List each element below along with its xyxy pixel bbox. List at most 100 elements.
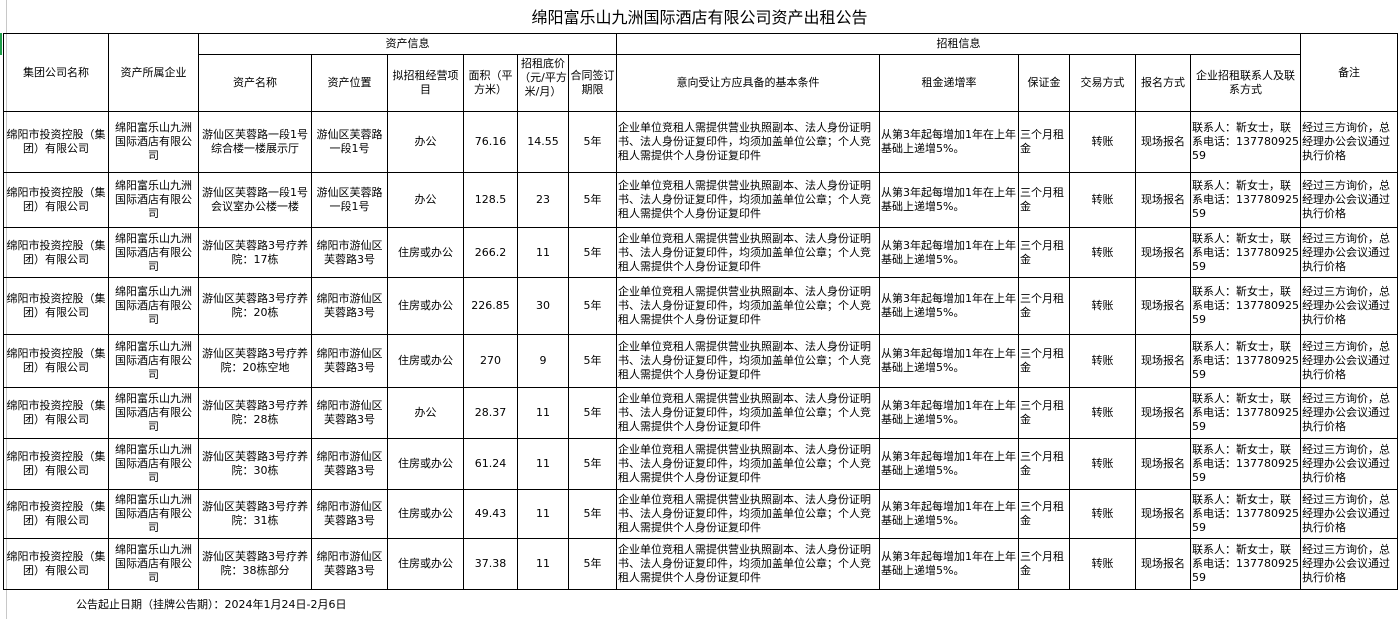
cell-trade: 转账 [1069,538,1137,590]
header-area: 面积（平方米） [463,54,518,112]
cell-trade: 转账 [1069,172,1137,228]
cell-term: 5年 [567,227,618,278]
cell-business: 住房或办公 [387,489,464,539]
cell-name: 游仙区芙蓉路3号疗养院：38栋部分 [198,538,312,590]
cell-deposit: 三个月租金 [1018,227,1071,278]
cell-signup: 现场报名 [1135,227,1192,278]
cell-name: 游仙区芙蓉路3号疗养院：17栋 [198,227,312,278]
cell-owner: 绵阳富乐山九洲国际酒店有限公司 [108,387,199,439]
cell-business: 住房或办公 [387,438,464,490]
cell-group: 绵阳市投资控股（集团）有限公司 [3,538,109,590]
cell-remark: 经过三方询价，总经理办公会议通过执行价格 [1300,387,1399,439]
cell-location: 绵阳市游仙区芙蓉路3号 [311,489,388,539]
cell-deposit: 三个月租金 [1018,438,1071,490]
cell-business: 住房或办公 [387,538,464,590]
cell-owner: 绵阳富乐山九洲国际酒店有限公司 [108,172,199,228]
cell-trade: 转账 [1069,438,1137,490]
cell-increase: 从第3年起每增加1年在上年基础上递增5%。 [879,111,1020,173]
cell-contact: 联系人：靳女士，联系电话：13778092559 [1190,227,1302,278]
cell-contact: 联系人：靳女士，联系电话：13778092559 [1190,489,1302,539]
cell-group: 绵阳市投资控股（集团）有限公司 [3,334,109,388]
cell-area: 266.2 [463,227,518,278]
cell-owner: 绵阳富乐山九洲国际酒店有限公司 [108,438,199,490]
cell-location: 游仙区芙蓉路一段1号 [311,111,388,173]
cell-term: 5年 [567,538,618,590]
cell-name: 游仙区芙蓉路一段1号会议室办公楼一楼 [198,172,312,228]
page-title: 绵阳富乐山九洲国际酒店有限公司资产出租公告 [531,8,868,27]
cell-price: 11 [517,489,569,539]
cell-trade: 转账 [1069,489,1137,539]
header-asset-info: 资产信息 [197,33,618,55]
cell-term: 5年 [567,111,618,173]
cell-conditions: 企业单位竞租人需提供营业执照副本、法人身份证明书、法人身份证复印件，均须加盖单位… [616,111,881,173]
cell-name: 游仙区芙蓉路一段1号综合楼一楼展示厅 [198,111,312,173]
cell-location: 绵阳市游仙区芙蓉路3号 [311,227,388,278]
table-row: 绵阳市投资控股（集团）有限公司 绵阳富乐山九洲国际酒店有限公司 游仙区芙蓉路一段1号… [3,111,1399,173]
cell-business: 办公 [387,172,464,228]
table-row: 绵阳市投资控股（集团）有限公司 绵阳富乐山九洲国际酒店有限公司 游仙区芙蓉路3号疗养… [3,538,1399,590]
cell-price: 11 [517,538,569,590]
cell-deposit: 三个月租金 [1018,538,1071,590]
cell-conditions: 企业单位竞租人需提供营业执照副本、法人身份证明书、法人身份证复印件，均须加盖单位… [616,538,881,590]
cell-area: 270 [463,334,518,388]
table-row: 绵阳市投资控股（集团）有限公司 绵阳富乐山九洲国际酒店有限公司 游仙区芙蓉路3号疗养… [3,277,1399,335]
cell-business: 住房或办公 [387,334,464,388]
cell-deposit: 三个月租金 [1018,277,1071,335]
cell-term: 5年 [567,387,618,439]
header-business: 拟招租经营项目 [387,54,464,112]
cell-area: 37.38 [463,538,518,590]
header-signup: 报名方式 [1135,54,1192,112]
cell-contact: 联系人：靳女士，联系电话：13778092559 [1190,438,1302,490]
cell-business: 办公 [387,387,464,439]
cell-deposit: 三个月租金 [1018,111,1071,173]
table-row: 绵阳市投资控股（集团）有限公司 绵阳富乐山九洲国际酒店有限公司 游仙区芙蓉路3号疗养… [3,227,1399,278]
cell-deposit: 三个月租金 [1018,172,1071,228]
cell-increase: 从第3年起每增加1年在上年基础上递增5%。 [879,489,1020,539]
cell-increase: 从第3年起每增加1年在上年基础上递增5%。 [879,438,1020,490]
cell-contact: 联系人：靳女士，联系电话：13778092559 [1190,277,1302,335]
cell-area: 49.43 [463,489,518,539]
cell-remark: 经过三方询价，总经理办公会议通过执行价格 [1300,172,1399,228]
cell-trade: 转账 [1069,277,1137,335]
header-base-price: 招租底价（元/平方米/月） [517,54,569,112]
cell-location: 绵阳市游仙区芙蓉路3号 [311,334,388,388]
cell-area: 226.85 [463,277,518,335]
header-remark: 备注 [1300,33,1399,112]
cell-price: 11 [517,227,569,278]
cell-name: 游仙区芙蓉路3号疗养院：20栋 [198,277,312,335]
cell-price: 11 [517,438,569,490]
cell-business: 住房或办公 [387,277,464,335]
cell-signup: 现场报名 [1135,387,1192,439]
header-deposit: 保证金 [1018,54,1071,112]
cell-area: 76.16 [463,111,518,173]
cell-increase: 从第3年起每增加1年在上年基础上递增5%。 [879,172,1020,228]
cell-increase: 从第3年起每增加1年在上年基础上递增5%。 [879,387,1020,439]
header-trade: 交易方式 [1069,54,1137,112]
cell-deposit: 三个月租金 [1018,387,1071,439]
cell-group: 绵阳市投资控股（集团）有限公司 [3,277,109,335]
cell-term: 5年 [567,489,618,539]
cell-deposit: 三个月租金 [1018,489,1071,539]
cell-area: 28.37 [463,387,518,439]
cell-signup: 现场报名 [1135,438,1192,490]
header-term: 合同签订期限 [567,54,618,112]
cell-group: 绵阳市投资控股（集团）有限公司 [3,172,109,228]
cell-conditions: 企业单位竞租人需提供营业执照副本、法人身份证明书、法人身份证复印件，均须加盖单位… [616,387,881,439]
cell-group: 绵阳市投资控股（集团）有限公司 [3,438,109,490]
cell-location: 绵阳市游仙区芙蓉路3号 [311,277,388,335]
cell-location: 游仙区芙蓉路一段1号 [311,172,388,228]
cell-owner: 绵阳富乐山九洲国际酒店有限公司 [108,227,199,278]
cell-contact: 联系人：靳女士，联系电话：13778092559 [1190,172,1302,228]
cell-increase: 从第3年起每增加1年在上年基础上递增5%。 [879,277,1020,335]
cell-conditions: 企业单位竞租人需提供营业执照副本、法人身份证明书、法人身份证复印件，均须加盖单位… [616,489,881,539]
cell-owner: 绵阳富乐山九洲国际酒店有限公司 [108,277,199,335]
cell-name: 游仙区芙蓉路3号疗养院：31栋 [198,489,312,539]
cell-group: 绵阳市投资控股（集团）有限公司 [3,111,109,173]
cell-conditions: 企业单位竞租人需提供营业执照副本、法人身份证明书、法人身份证复印件，均须加盖单位… [616,438,881,490]
cell-conditions: 企业单位竞租人需提供营业执照副本、法人身份证明书、法人身份证复印件，均须加盖单位… [616,334,881,388]
table-body: 绵阳市投资控股（集团）有限公司 绵阳富乐山九洲国际酒店有限公司 游仙区芙蓉路一段1号… [3,111,1399,590]
cell-increase: 从第3年起每增加1年在上年基础上递增5%。 [879,538,1020,590]
cell-trade: 转账 [1069,334,1137,388]
cell-increase: 从第3年起每增加1年在上年基础上递增5%。 [879,227,1020,278]
cell-signup: 现场报名 [1135,334,1192,388]
